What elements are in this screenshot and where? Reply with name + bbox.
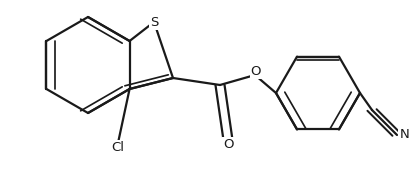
Text: O: O	[223, 138, 233, 151]
Text: S: S	[150, 15, 158, 29]
Text: N: N	[399, 128, 409, 141]
Text: Cl: Cl	[111, 141, 125, 154]
Text: O: O	[251, 65, 261, 78]
